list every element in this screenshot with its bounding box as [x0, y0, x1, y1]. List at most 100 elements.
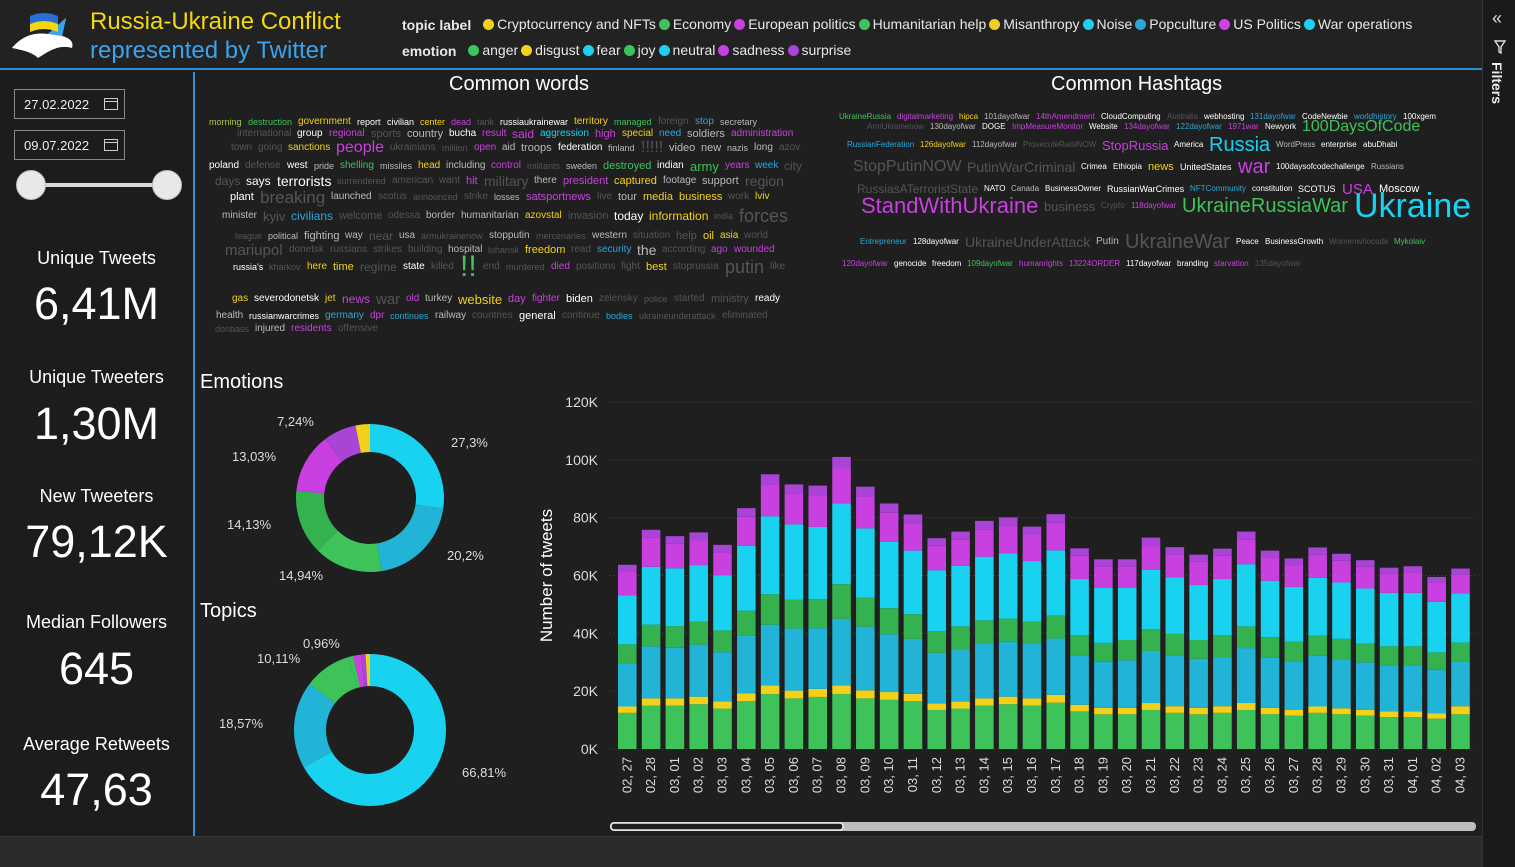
- bar-segment[interactable]: [784, 493, 804, 525]
- cloud-word[interactable]: years: [725, 160, 750, 171]
- cloud-word[interactable]: million: [442, 142, 468, 153]
- cloud-word[interactable]: UnitedStates: [1180, 161, 1232, 172]
- bar-segment[interactable]: [903, 701, 923, 749]
- cloud-word[interactable]: CodeNewbie: [1302, 112, 1348, 121]
- bar-segment[interactable]: [975, 556, 994, 621]
- cloud-word[interactable]: hospital: [448, 244, 483, 255]
- cloud-word[interactable]: town: [231, 142, 253, 153]
- bar-segment[interactable]: [1189, 707, 1208, 715]
- cloud-word[interactable]: open: [474, 142, 497, 153]
- bar-segment[interactable]: [1236, 531, 1256, 540]
- bar-segment[interactable]: [1236, 648, 1256, 704]
- bar-segment[interactable]: [1094, 714, 1113, 749]
- cloud-word[interactable]: jet: [325, 293, 336, 304]
- cloud-word[interactable]: russians: [330, 244, 368, 255]
- cloud-word[interactable]: Moscow: [1379, 182, 1420, 195]
- bar-segment[interactable]: [1046, 522, 1066, 551]
- bar-segment[interactable]: [1308, 706, 1327, 713]
- bar-segment[interactable]: [1070, 578, 1089, 636]
- bar-segment[interactable]: [689, 696, 708, 705]
- bar-segment[interactable]: [784, 484, 804, 494]
- bar-segment[interactable]: [856, 496, 875, 529]
- bar-segment[interactable]: [903, 638, 923, 694]
- cloud-word[interactable]: 122dayofwar: [1176, 122, 1222, 131]
- bar-segment[interactable]: [665, 536, 685, 544]
- cloud-word[interactable]: secretary: [720, 116, 758, 127]
- cloud-word[interactable]: 120dayofwar: [842, 259, 888, 268]
- bar-segment[interactable]: [832, 618, 851, 686]
- bar-segment[interactable]: [1379, 567, 1399, 575]
- bar-segment[interactable]: [927, 652, 947, 704]
- cloud-word[interactable]: severodonetsk: [254, 293, 320, 304]
- bar-segment[interactable]: [856, 528, 875, 598]
- cloud-word[interactable]: army: [690, 158, 719, 174]
- bar-segment[interactable]: [665, 626, 685, 648]
- common-words-cloud[interactable]: morning destruction government report civili…: [205, 112, 810, 370]
- cloud-word[interactable]: murdered: [506, 261, 545, 272]
- cloud-word[interactable]: days: [215, 174, 241, 188]
- cloud-word[interactable]: report: [357, 116, 381, 127]
- cloud-word[interactable]: tour: [618, 190, 637, 203]
- bar-segment[interactable]: [951, 708, 970, 749]
- cloud-word[interactable]: ready: [755, 293, 781, 304]
- bar-segment[interactable]: [879, 634, 899, 693]
- bar-segment[interactable]: [951, 531, 970, 540]
- cloud-word[interactable]: ministry: [711, 292, 749, 305]
- bar-segment[interactable]: [903, 693, 923, 702]
- cloud-word[interactable]: 117dayofwar: [1126, 259, 1172, 268]
- cloud-word[interactable]: RussianWarCrimes: [1107, 183, 1185, 194]
- cloud-word[interactable]: american: [392, 175, 434, 186]
- cloud-word[interactable]: wounded: [734, 244, 775, 255]
- cloud-word[interactable]: BusinessOwner: [1045, 184, 1102, 193]
- cloud-word[interactable]: satsportnews: [526, 190, 591, 203]
- bar-segment[interactable]: [856, 690, 875, 699]
- emotion-legend-item[interactable]: fear: [582, 42, 621, 58]
- cloud-word[interactable]: azovstal: [525, 210, 562, 221]
- bar-segment[interactable]: [689, 540, 708, 566]
- bar-segment[interactable]: [1427, 601, 1446, 653]
- cloud-word[interactable]: general: [519, 309, 556, 322]
- bar-segment[interactable]: [1213, 548, 1232, 556]
- bar-segment[interactable]: [975, 620, 994, 644]
- cloud-word[interactable]: 118dayofwar: [1131, 201, 1177, 210]
- bar-segment[interactable]: [1236, 564, 1256, 627]
- topic-legend-item[interactable]: Cryptocurrency and NFTs: [483, 16, 656, 32]
- bar-segment[interactable]: [784, 524, 804, 600]
- cloud-word[interactable]: PutinWarCriminal: [967, 159, 1076, 175]
- cloud-word[interactable]: read: [571, 244, 592, 255]
- bar-segment[interactable]: [1165, 712, 1185, 749]
- cloud-word[interactable]: CloudComputing: [1101, 112, 1161, 121]
- topics-donut-slice[interactable]: [303, 654, 446, 806]
- cloud-word[interactable]: digitalmarketing: [897, 112, 954, 121]
- cloud-word[interactable]: defense: [245, 160, 281, 171]
- cloud-word[interactable]: NFTCommunity: [1190, 184, 1247, 193]
- bar-segment[interactable]: [1451, 706, 1470, 715]
- bar-segment[interactable]: [1308, 554, 1327, 578]
- bar-segment[interactable]: [808, 696, 828, 749]
- cloud-word[interactable]: building: [408, 244, 443, 255]
- bar-segment[interactable]: [1213, 712, 1232, 749]
- emotion-legend-item[interactable]: sadness: [718, 42, 785, 58]
- cloud-word[interactable]: UkraineRussia: [839, 112, 892, 121]
- emotion-legend-item[interactable]: neutral: [658, 42, 715, 58]
- bar-segment[interactable]: [1022, 621, 1042, 644]
- cloud-word[interactable]: 131dayofwar: [1250, 112, 1296, 121]
- bar-segment[interactable]: [1451, 661, 1470, 707]
- cloud-word[interactable]: sports: [371, 127, 401, 140]
- cloud-word[interactable]: usa: [399, 230, 416, 241]
- bar-segment[interactable]: [975, 705, 994, 749]
- bar-segment[interactable]: [998, 517, 1018, 527]
- cloud-word[interactable]: residents: [291, 323, 332, 334]
- cloud-word[interactable]: armukrainenow: [421, 230, 483, 241]
- cloud-word[interactable]: oil: [703, 229, 715, 242]
- cloud-word[interactable]: 135dayofwar: [1255, 259, 1301, 268]
- emotions-donut-slice[interactable]: [325, 425, 361, 462]
- topics-donut-slice[interactable]: [348, 655, 361, 688]
- cloud-word[interactable]: Ukraine: [1354, 187, 1472, 225]
- collapse-chevrons-icon[interactable]: «: [1492, 8, 1503, 28]
- cloud-word[interactable]: foreign: [658, 116, 689, 127]
- cloud-word[interactable]: video: [669, 141, 696, 154]
- bar-segment[interactable]: [1141, 570, 1161, 630]
- bar-segment[interactable]: [1046, 550, 1066, 616]
- topic-legend-item[interactable]: Humanitarian help: [858, 16, 986, 32]
